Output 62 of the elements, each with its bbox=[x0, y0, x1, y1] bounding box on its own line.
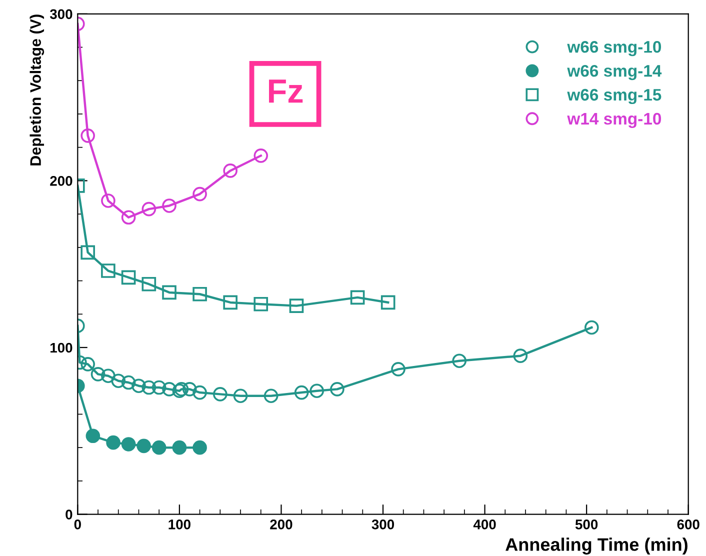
annotation: Fz bbox=[269, 80, 303, 103]
point bbox=[294, 385, 309, 400]
y-tick-label: 0 bbox=[66, 510, 72, 520]
point bbox=[289, 298, 304, 313]
point bbox=[121, 210, 136, 225]
y-tick-label: 200 bbox=[50, 176, 72, 186]
point bbox=[350, 290, 365, 305]
point bbox=[233, 388, 248, 404]
x-tick-label: 400 bbox=[473, 520, 496, 530]
point bbox=[152, 380, 166, 395]
x-axis-title: Annealing Time (min) bbox=[506, 538, 688, 555]
legend-label: w66 smg-14 bbox=[567, 64, 662, 80]
x-tick-label: 600 bbox=[677, 520, 700, 530]
x-tick-label: 100 bbox=[168, 520, 190, 530]
point bbox=[310, 384, 324, 398]
point bbox=[223, 164, 238, 178]
point bbox=[80, 128, 95, 143]
point bbox=[513, 348, 528, 363]
point bbox=[90, 367, 106, 382]
point bbox=[264, 388, 278, 404]
legend-label: w66 smg-15 bbox=[567, 88, 662, 104]
point bbox=[162, 198, 176, 213]
point bbox=[192, 385, 207, 400]
point bbox=[121, 437, 136, 452]
point bbox=[136, 438, 151, 454]
point bbox=[101, 368, 116, 384]
point bbox=[142, 380, 156, 395]
point bbox=[106, 435, 120, 450]
point bbox=[391, 362, 406, 376]
point bbox=[192, 186, 207, 202]
point bbox=[142, 202, 156, 216]
point bbox=[380, 295, 396, 310]
point bbox=[172, 440, 187, 455]
point bbox=[254, 296, 268, 312]
point bbox=[192, 286, 207, 302]
point bbox=[452, 354, 466, 368]
point bbox=[142, 276, 156, 292]
point bbox=[80, 245, 95, 260]
y-axis-title: Depletion Voltage (V) bbox=[30, 14, 44, 166]
x-tick-label: 200 bbox=[270, 520, 292, 530]
point bbox=[254, 148, 268, 163]
point bbox=[223, 295, 238, 310]
x-tick-label: 300 bbox=[372, 520, 394, 530]
point bbox=[121, 270, 136, 285]
x-tick-label: 500 bbox=[575, 520, 598, 530]
y-tick-label: 100 bbox=[50, 342, 72, 353]
point bbox=[330, 382, 344, 396]
legend-label: w14 smg-10 bbox=[567, 112, 662, 128]
point bbox=[80, 357, 95, 372]
legend-label: w66 smg-10 bbox=[567, 41, 662, 56]
point bbox=[192, 440, 207, 455]
point bbox=[162, 285, 176, 300]
point bbox=[152, 440, 166, 455]
point bbox=[213, 387, 228, 402]
y-tick-label: 300 bbox=[50, 9, 72, 20]
point bbox=[101, 264, 116, 278]
point bbox=[121, 375, 136, 390]
x-tick-label: 0 bbox=[74, 520, 81, 530]
point bbox=[101, 194, 116, 208]
point bbox=[584, 320, 599, 335]
point bbox=[86, 428, 100, 444]
point bbox=[132, 378, 146, 394]
